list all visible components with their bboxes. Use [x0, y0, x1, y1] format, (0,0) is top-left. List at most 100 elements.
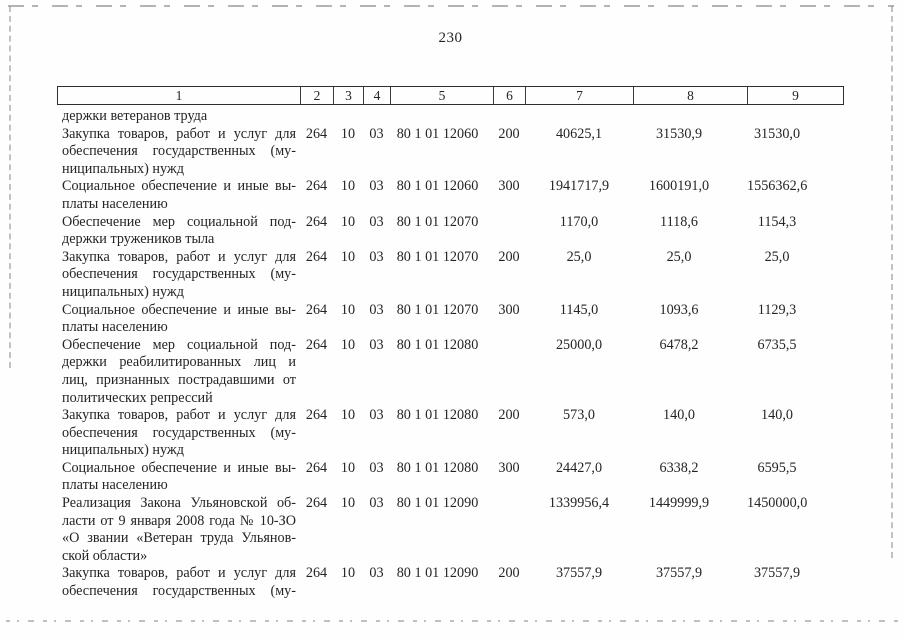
- cell-c3: 10: [340, 565, 356, 582]
- cell-c2: 264: [305, 565, 328, 582]
- cell-c4: 03: [369, 178, 384, 195]
- cell-c7: 573,0: [563, 407, 595, 424]
- row-name-line: Закупка товаров, работ и услуг для: [62, 125, 296, 142]
- table-row: Закупка товаров, работ и услуг для обеспе…: [57, 565, 844, 600]
- row-name-cell: Закупка товаров, работ и услуг для обеспе…: [57, 126, 300, 179]
- cell-c3: 10: [340, 178, 356, 195]
- header-cell-8: 8: [634, 87, 748, 104]
- cell-c8: 25,0: [666, 248, 692, 265]
- cell-c7: 1941717,9: [548, 178, 610, 195]
- header-cell-2: 2: [301, 87, 334, 104]
- row-name-line: ниципальных) нужд: [62, 160, 184, 177]
- cell-c3: 10: [340, 407, 356, 424]
- row-name-line: платы населению: [62, 195, 168, 212]
- cell-c4: 03: [369, 565, 384, 582]
- row-name-line: платы населению: [62, 477, 168, 494]
- cell-c4: 03: [369, 301, 384, 318]
- cell-c2: 264: [305, 459, 328, 476]
- cell-c3: 10: [340, 301, 356, 318]
- cell-c6: 200: [498, 565, 520, 582]
- cell-c6: 300: [498, 178, 520, 195]
- table-row: Закупка товаров, работ и услуг для обеспе…: [57, 126, 844, 179]
- cell-c8: 37557,9: [655, 565, 703, 582]
- table-row: Закупка товаров, работ и услуг для обеспе…: [57, 407, 844, 460]
- cell-c9: 37557,9: [753, 565, 801, 582]
- cell-c3: 10: [340, 459, 356, 476]
- row-name-line: Обеспечение мер социальной под-: [62, 213, 296, 230]
- cell-c4: 03: [369, 213, 384, 230]
- row-name-line: Закупка товаров, работ и услуг для: [62, 407, 296, 424]
- cell-c7: 24427,0: [555, 459, 603, 476]
- row-name-line: Обеспечение мер социальной под-: [62, 336, 296, 353]
- row-name-cell: Закупка товаров, работ и услуг для обеспе…: [57, 407, 300, 460]
- row-name-cell: держки ветеранов труда: [57, 108, 300, 126]
- cell-c9: 25,0: [764, 248, 790, 265]
- cell-c7: 25,0: [566, 248, 592, 265]
- cell-c5: 80 1 01 12070: [396, 301, 479, 318]
- cell-c7: 1145,0: [559, 301, 599, 318]
- header-cell-7: 7: [526, 87, 634, 104]
- cell-c8: 1449999,9: [648, 495, 710, 512]
- row-name-line: ласти от 9 января 2008 года № 10-ЗО: [62, 512, 296, 529]
- row-name-line: обеспечения государственных (му-: [62, 583, 296, 600]
- scan-border-left: [9, 6, 11, 368]
- cell-c8: 31530,9: [655, 125, 703, 142]
- cell-c7: 37557,9: [555, 565, 603, 582]
- scan-border-top: [8, 5, 894, 7]
- row-name-line: держки реабилитированных лиц и: [62, 354, 296, 371]
- row-name-line: «О звании «Ветеран труда Ульянов-: [62, 530, 296, 547]
- scan-noise-bottom: [6, 620, 899, 622]
- cell-c8: 140,0: [663, 407, 695, 424]
- cell-c3: 10: [340, 495, 356, 512]
- header-cell-3: 3: [334, 87, 364, 104]
- page-number: 230: [438, 30, 463, 46]
- cell-c6: 300: [498, 301, 520, 318]
- cell-c2: 264: [305, 248, 328, 265]
- cell-c8: 1600191,0: [648, 178, 710, 195]
- row-name-line: ской области»: [62, 547, 148, 564]
- cell-c4: 03: [369, 336, 384, 353]
- row-name-line: платы населению: [62, 319, 168, 336]
- cell-c3: 10: [340, 213, 356, 230]
- cell-c4: 03: [369, 495, 384, 512]
- cell-c9: 1154,3: [757, 213, 797, 230]
- cell-c2: 264: [305, 336, 328, 353]
- row-name-line: держки ветеранов труда: [62, 108, 208, 124]
- cell-c2: 264: [305, 178, 328, 195]
- cell-c6: 200: [498, 125, 520, 142]
- row-name-cell: Закупка товаров, работ и услуг для обеспе…: [57, 565, 300, 600]
- cell-c5: 80 1 01 12080: [396, 407, 479, 424]
- row-name-line: Социальное обеспечение и иные вы-: [62, 301, 296, 318]
- row-name-cell: Социальное обеспечение и иные вы-платы н…: [57, 302, 300, 337]
- cell-c8: 6338,2: [659, 459, 699, 476]
- table-body: держки ветеранов труда Закупка товаров, р…: [57, 108, 844, 601]
- scan-border-right: [891, 6, 893, 558]
- row-name-line: ниципальных) нужд: [62, 442, 184, 459]
- cell-c9: 1556362,6: [747, 178, 808, 195]
- row-name-cell: Обеспечение мер социальной под-держки ре…: [57, 337, 300, 407]
- cell-c8: 1118,6: [660, 213, 698, 230]
- cell-c3: 10: [340, 336, 356, 353]
- cell-c3: 10: [340, 125, 356, 142]
- cell-c9: 6595,5: [757, 459, 797, 476]
- row-name-line: лиц, признанных пострадавшими от: [62, 371, 296, 388]
- header-cell-5: 5: [391, 87, 494, 104]
- row-name-line: ниципальных) нужд: [62, 283, 184, 300]
- cell-c3: 10: [340, 248, 356, 265]
- cell-c2: 264: [305, 213, 328, 230]
- table-row: Закупка товаров, работ и услуг для обеспе…: [57, 249, 844, 302]
- cell-c5: 80 1 01 12060: [396, 125, 479, 142]
- row-name-line: Социальное обеспечение и иные вы-: [62, 178, 296, 195]
- cell-c4: 03: [369, 248, 384, 265]
- row-name-line: обеспечения государственных (му-: [62, 424, 296, 441]
- header-cell-6: 6: [494, 87, 526, 104]
- cell-c9: 31530,0: [753, 125, 801, 142]
- header-cell-1: 1: [58, 87, 301, 104]
- cell-c2: 264: [305, 301, 328, 318]
- cell-c9: 1450000,0: [747, 495, 808, 512]
- cell-c4: 03: [369, 459, 384, 476]
- cell-c6: 200: [498, 407, 520, 424]
- cell-c2: 264: [305, 495, 328, 512]
